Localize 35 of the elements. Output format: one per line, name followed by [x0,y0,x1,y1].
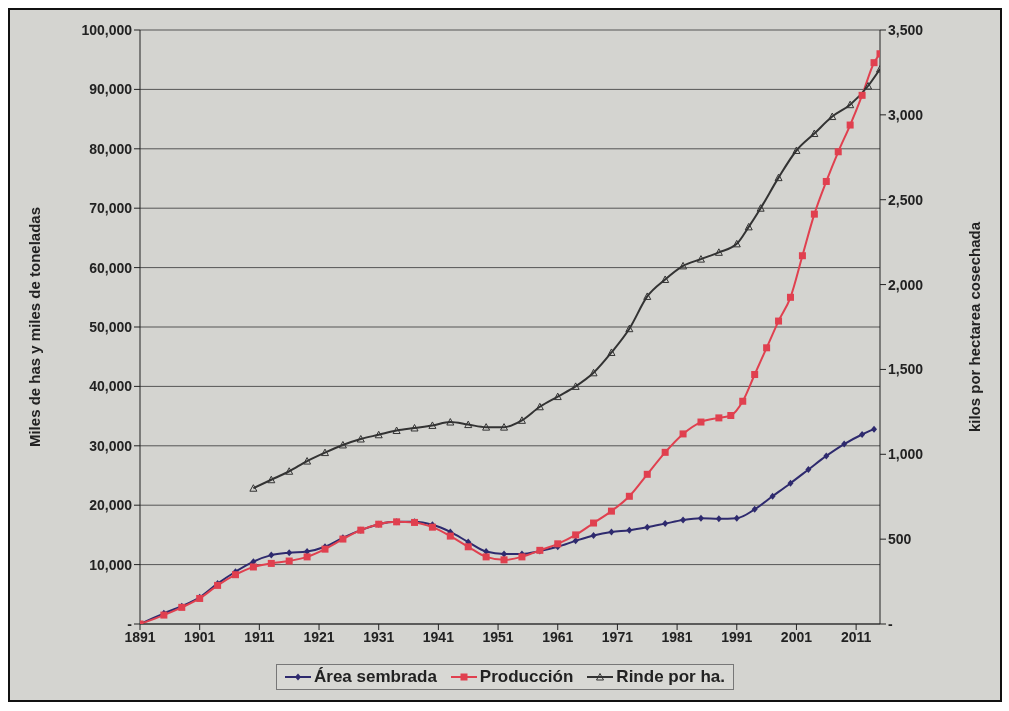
y-tick-label: 100,000 [81,21,133,38]
y2-axis-title: kilos por hectarea cosechada [966,221,984,433]
x-tick-label: 1931 [363,628,395,645]
x-tick-label: 1981 [661,628,693,645]
legend-label: Área sembrada [314,667,437,687]
y2-tick-label: 3,000 [888,106,924,123]
y2-tick-label: - [888,615,893,632]
y-tick-label: 20,000 [89,497,133,514]
y2-tick-label: 1,500 [888,361,924,378]
y-tick-label: 40,000 [89,378,133,395]
y2-tick-label: 2,500 [888,191,924,208]
x-tick-label: 1941 [422,628,455,645]
y2-tick-label: 3,500 [888,21,924,38]
x-tick-label: 1921 [303,628,335,645]
y-axis-title: Miles de has y miles de toneladas [26,206,44,448]
y-tick-label: 60,000 [89,259,133,276]
legend-label: Rinde por ha. [616,667,725,687]
y-tick-label: 50,000 [89,318,133,335]
y-tick-label: 90,000 [89,81,133,98]
x-tick-label: 1971 [601,628,634,645]
y-tick-label: 70,000 [89,200,133,217]
x-tick-label: 1951 [482,628,514,645]
x-tick-label: 2001 [780,628,813,645]
y-tick-label: 80,000 [89,140,133,157]
legend-label: Producción [479,667,574,687]
y-tick-label: 10,000 [89,556,133,573]
x-tick-label: 1901 [184,628,216,645]
y2-tick-label: 2,000 [888,276,924,293]
x-tick-label: 1911 [244,628,275,645]
y2-tick-label: 1,000 [888,446,924,463]
y2-tick-label: 500 [888,531,912,548]
x-tick-label: 2011 [840,628,872,645]
y-tick-label: 30,000 [89,437,133,454]
x-tick-label: 1961 [542,628,574,645]
x-tick-label: 1991 [721,628,753,645]
